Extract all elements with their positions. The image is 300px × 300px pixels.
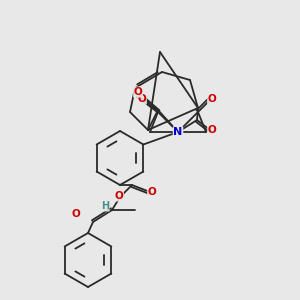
Text: N: N [173, 127, 183, 137]
Text: O: O [134, 87, 142, 97]
Text: N: N [173, 127, 183, 137]
Text: O: O [72, 209, 80, 219]
Text: O: O [208, 94, 216, 104]
Text: O: O [208, 125, 216, 135]
Text: O: O [148, 187, 156, 197]
Text: O: O [115, 191, 123, 201]
Text: O: O [138, 94, 146, 104]
Text: H: H [101, 201, 109, 211]
